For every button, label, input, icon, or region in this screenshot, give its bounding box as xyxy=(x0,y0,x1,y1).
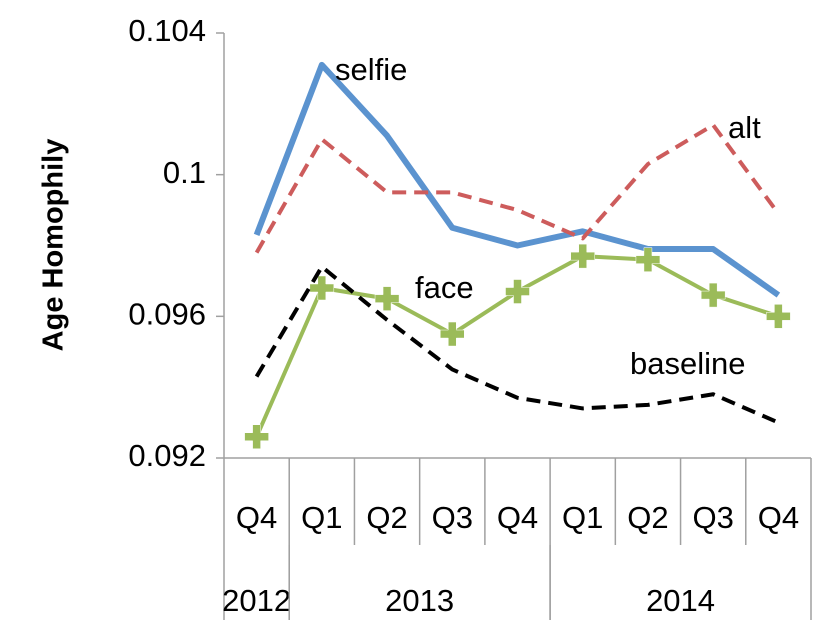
series-line xyxy=(253,61,781,298)
plus-marker xyxy=(570,243,595,269)
x-tick-label: Q4 xyxy=(236,500,277,535)
series-line xyxy=(254,123,780,254)
x-tick-label: Q3 xyxy=(692,500,733,535)
series-label: selfie xyxy=(335,52,407,87)
x-tick-label: Q4 xyxy=(758,500,799,535)
y-axis-label: Age Homophily xyxy=(38,139,70,352)
plus-marker xyxy=(244,424,269,449)
plus-marker xyxy=(635,247,661,272)
y-tick-label: 0.1 xyxy=(163,155,206,190)
plus-marker xyxy=(505,279,530,304)
group-label: 2014 xyxy=(646,583,715,618)
x-tick-label: Q2 xyxy=(366,500,407,535)
series-label: alt xyxy=(728,110,761,145)
series-label: baseline xyxy=(630,346,745,381)
y-tick-label: 0.104 xyxy=(128,13,206,48)
x-tick-label: Q4 xyxy=(497,500,538,535)
group-label: 2013 xyxy=(385,583,454,618)
x-tick-label: Q3 xyxy=(432,500,473,535)
plus-marker xyxy=(309,275,335,301)
plus-marker xyxy=(374,286,400,311)
plus-marker xyxy=(766,304,791,329)
plus-marker xyxy=(700,282,726,308)
series-line xyxy=(254,264,780,425)
x-tick-label: Q1 xyxy=(562,500,603,535)
group-label: 2012 xyxy=(222,583,291,618)
plus-marker xyxy=(440,321,465,347)
y-tick-label: 0.092 xyxy=(128,438,206,473)
y-tick-label: 0.096 xyxy=(128,297,206,332)
series-label: face xyxy=(415,270,474,305)
x-tick-label: Q2 xyxy=(627,500,668,535)
x-tick-label: Q1 xyxy=(301,500,342,535)
